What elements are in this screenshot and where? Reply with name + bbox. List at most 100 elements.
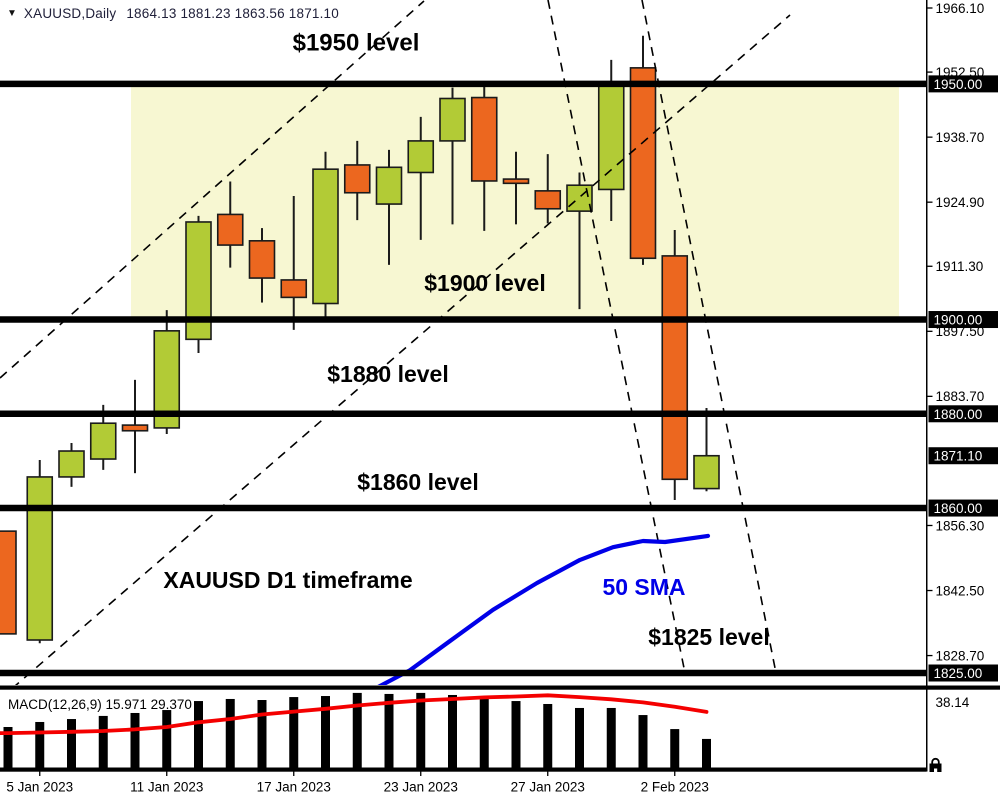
- candle-body: [216, 213, 244, 246]
- annotation--1900-level[interactable]: $1900 level: [424, 270, 546, 296]
- lock-icon: [929, 757, 942, 772]
- date-axis-label: 23 Jan 2023: [384, 780, 458, 795]
- annotation-50-sma[interactable]: 50 SMA: [602, 574, 685, 600]
- macd-histogram-bar: [352, 692, 362, 768]
- macd-histogram-bar: [67, 719, 76, 768]
- price-tag-text: 1880.00: [934, 407, 983, 422]
- symbol-dropdown-icon[interactable]: ▼: [7, 7, 17, 19]
- trendline-down-channel-right[interactable]: [641, 0, 776, 669]
- macd-indicator-label: MACD(12,26,9) 15.971 29.370: [8, 697, 192, 712]
- price-tag-1860.00: 1860.00: [928, 499, 998, 517]
- candle-body: [597, 83, 625, 191]
- candle-body: [248, 240, 276, 279]
- price-axis-label: 1856.30: [936, 518, 985, 533]
- macd-axis-value: 38.14: [936, 695, 970, 710]
- candle-22: [693, 407, 720, 492]
- candle-10: [312, 151, 339, 317]
- price-tag-bg: [928, 447, 998, 465]
- candle-body: [534, 190, 562, 210]
- annotation--1950-level[interactable]: $1950 level: [293, 30, 420, 57]
- candle-12: [375, 149, 403, 265]
- candle-body: [439, 97, 466, 142]
- macd-histogram-bar: [448, 694, 457, 768]
- candle-body: [26, 476, 54, 641]
- candle-body: [280, 279, 308, 299]
- annotation--1880-level[interactable]: $1880 level: [327, 361, 449, 387]
- candle-21: [661, 229, 689, 501]
- price-tag-bg: [928, 664, 998, 682]
- macd-histogram-bar: [479, 696, 489, 768]
- price-tag-bg: [928, 75, 998, 93]
- candle-2: [58, 443, 85, 487]
- sma-50-line[interactable]: [376, 533, 711, 688]
- price-tag-text: 1825.00: [934, 666, 983, 681]
- price-axis-border: [926, 0, 928, 772]
- candle-body: [629, 67, 657, 260]
- price-tag-bg: [928, 311, 998, 329]
- price-axis-label: 1828.70: [936, 648, 985, 663]
- chart-symbol-period: XAUUSD,Daily: [23, 5, 117, 21]
- candle-14: [439, 87, 466, 225]
- price-tag-bg: [928, 405, 998, 423]
- macd-histogram-bar: [543, 703, 553, 768]
- macd-pane-bottom-border: [0, 767, 927, 772]
- price-tag-1825.00: 1825.00: [928, 664, 998, 682]
- price-axis[interactable]: 1966.101952.501938.701924.901911.301897.…: [926, 1, 999, 682]
- price-tag-1900.00: 1900.00: [928, 311, 998, 329]
- price-tag-text: 1900.00: [934, 313, 983, 328]
- lock-shackle: [931, 757, 940, 764]
- pane-separator[interactable]: [0, 685, 1000, 690]
- candle-body: [693, 454, 720, 490]
- annotation--1860-level[interactable]: $1860 level: [357, 469, 479, 495]
- price-tag-bg: [928, 499, 998, 517]
- date-axis-label: 27 Jan 2023: [511, 780, 585, 795]
- annotation--1825-level[interactable]: $1825 level: [648, 624, 770, 650]
- trendline-up-channel-upper[interactable]: [0, 0, 425, 379]
- date-axis-label: 11 Jan 2023: [130, 780, 203, 795]
- macd-histogram-bar: [511, 701, 521, 768]
- candle-body: [661, 255, 689, 481]
- price-tag-1950.00: 1950.00: [928, 75, 998, 93]
- price-axis-label: 1883.70: [936, 389, 985, 404]
- chart-ohlc-header: ▼ XAUUSD,Daily 1864.13 1881.23 1863.56 1…: [7, 4, 339, 22]
- candle-8: [248, 228, 276, 303]
- macd-signal-line[interactable]: [0, 693, 709, 735]
- trendline-up-channel-lower[interactable]: [0, 14, 791, 699]
- price-tag-text: 1871.10: [934, 449, 983, 464]
- trendline-down-channel-left[interactable]: [547, 0, 685, 669]
- price-axis-label: 1966.10: [936, 1, 985, 16]
- macd-histogram-bar: [225, 698, 235, 768]
- price-axis-label: 1842.50: [936, 583, 985, 598]
- trendlines: [0, 0, 791, 699]
- macd-histogram-bar: [130, 712, 140, 768]
- candle-18: [566, 172, 593, 310]
- level-lines: [0, 80, 927, 677]
- candle-body: [0, 530, 17, 635]
- price-axis-label: 1924.90: [936, 195, 985, 210]
- candle-body: [89, 422, 117, 460]
- annotation-xauusd-d1-timeframe[interactable]: XAUUSD D1 timeframe: [163, 567, 412, 593]
- candle-13: [407, 116, 435, 240]
- candle-4: [121, 379, 149, 474]
- current-price-tag: 1871.10: [928, 447, 998, 465]
- candle-15: [470, 84, 498, 231]
- macd-histogram-bar: [384, 693, 394, 768]
- candle-body: [121, 424, 149, 432]
- candle-0: [0, 530, 17, 635]
- candle-body: [343, 164, 371, 194]
- macd-histogram-bar: [257, 700, 267, 768]
- candle-9: [280, 196, 308, 330]
- date-axis-label: 5 Jan 2023: [6, 780, 73, 795]
- macd-histogram-bar: [3, 726, 13, 768]
- lock-keyhole: [934, 768, 938, 772]
- macd-histogram-bar: [162, 710, 172, 768]
- candle-body: [502, 178, 530, 185]
- macd-histogram-bar: [321, 696, 330, 768]
- macd-histogram-bar: [416, 692, 426, 768]
- date-axis[interactable]: 5 Jan 2023 11 Jan 2023 17 Jan 2023 23 Jan 2…: [6, 771, 709, 795]
- candle-body: [375, 166, 403, 205]
- price-axis-label: 1938.70: [936, 130, 985, 145]
- candle-6: [185, 215, 212, 353]
